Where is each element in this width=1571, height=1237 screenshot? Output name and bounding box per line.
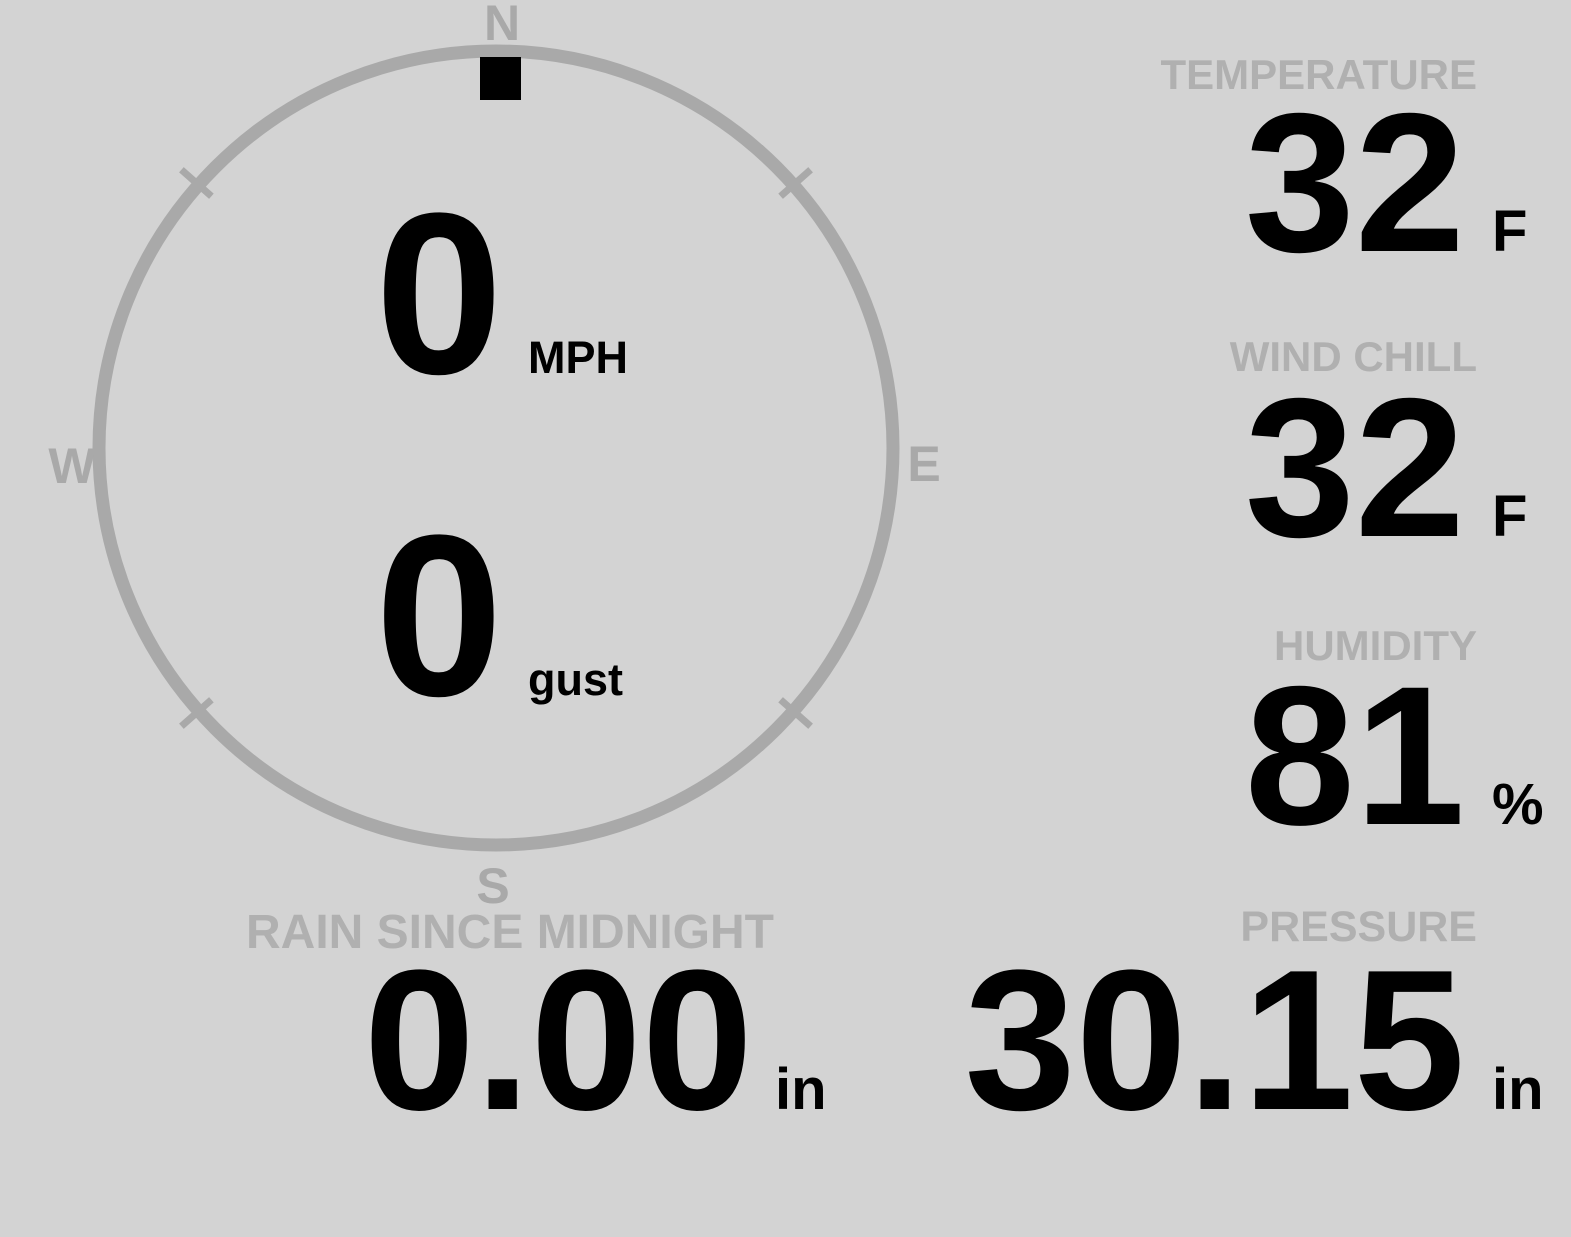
wind-direction-marker (480, 57, 521, 100)
temperature-label: TEMPERATURE (1160, 51, 1477, 98)
wind-chill-unit: F (1492, 484, 1528, 549)
pressure-label: PRESSURE (1240, 903, 1477, 951)
cardinal-east: E (907, 436, 940, 492)
temperature-unit: F (1492, 199, 1528, 264)
humidity-reading: 81 % (1245, 657, 1548, 855)
rain-since-midnight-value: 0.00 (363, 929, 753, 1152)
humidity-label: HUMIDITY (1274, 622, 1477, 669)
rain-since-midnight-unit: in (775, 1057, 827, 1122)
compass-tick-se (778, 697, 813, 729)
compass-tick-nw (179, 167, 214, 199)
wind-speed-reading: 0 MPH (0, 179, 632, 409)
rain-since-midnight-reading: 0.00 in (364, 941, 831, 1141)
compass-tick-ne (778, 167, 813, 199)
compass-tick-sw (179, 697, 214, 729)
wind-chill-reading: 32 F (1245, 369, 1548, 567)
wind-gust-unit: gust (528, 654, 623, 705)
wind-chill-label: WIND CHILL (1229, 333, 1477, 380)
cardinal-west: W (48, 438, 96, 494)
cardinal-south: S (476, 858, 509, 914)
wind-gust-value: 0 (375, 487, 503, 744)
wind-chill-value: 32 (1244, 357, 1465, 578)
wind-gust-reading: 0 gust (0, 501, 632, 731)
cardinal-north: N (484, 0, 520, 51)
wind-speed-value: 0 (375, 165, 503, 422)
pressure-reading: 30.15 in (965, 941, 1549, 1141)
pressure-unit: in (1492, 1057, 1544, 1122)
compass-ring (92, 44, 900, 852)
temperature-reading: 32 F (1245, 84, 1548, 282)
temperature-value: 32 (1244, 72, 1465, 293)
humidity-unit: % (1492, 772, 1544, 837)
humidity-value: 81 (1244, 645, 1465, 866)
pressure-value: 30.15 (964, 929, 1466, 1152)
rain-since-midnight-label: RAIN SINCE MIDNIGHT (246, 906, 774, 959)
wind-speed-unit: MPH (528, 332, 628, 383)
